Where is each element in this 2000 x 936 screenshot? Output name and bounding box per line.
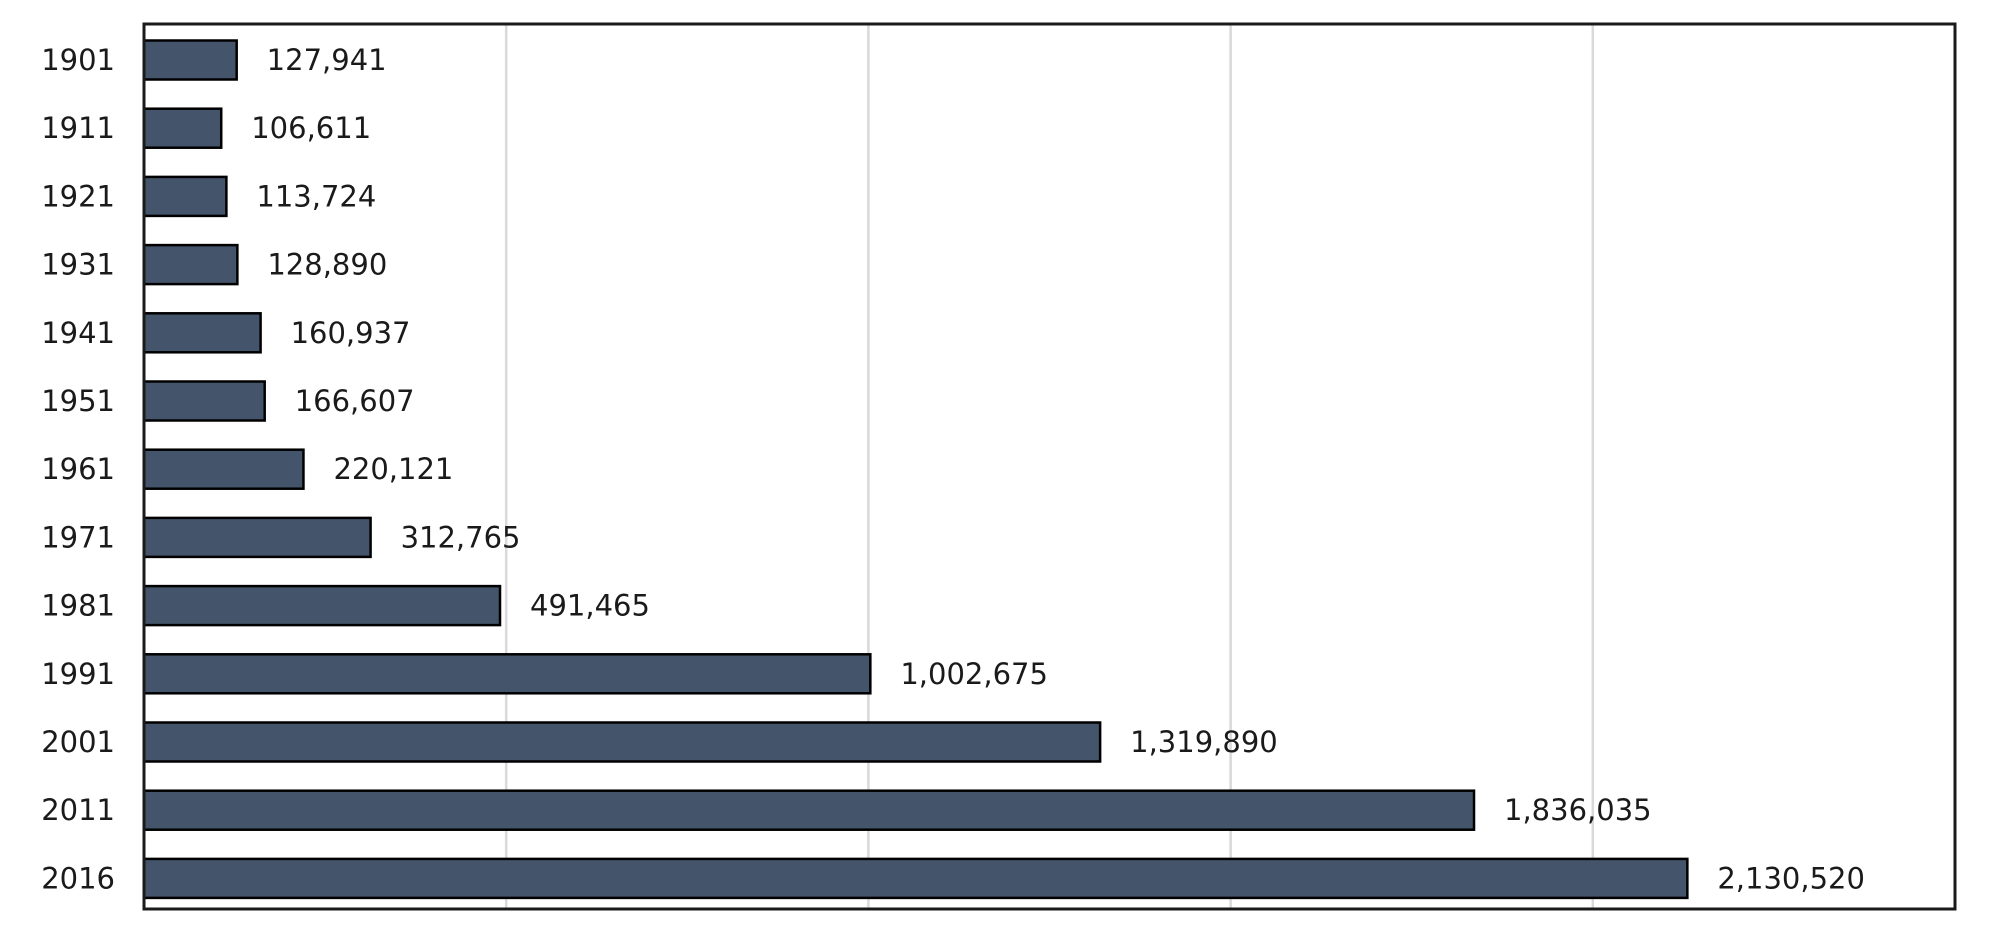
bar-1991 [142,653,872,695]
data-label-1981: 491,465 [530,589,650,623]
data-label-2001: 1,319,890 [1130,725,1278,759]
data-label-1971: 312,765 [401,520,521,554]
bars-layer [142,39,1689,900]
data-label-1921: 113,724 [256,179,376,213]
y-tick-label-1911: 1911 [41,111,115,145]
bar-1971 [142,516,372,559]
bar-1951 [142,380,266,422]
data-label-1941: 160,937 [291,316,411,350]
data-label-2016: 2,130,520 [1717,861,1865,895]
data-label-1931: 128,890 [267,248,387,282]
y-tick-label-1941: 1941 [41,316,115,350]
bar-1941 [142,312,262,354]
bar-1921 [142,175,228,218]
data-label-2011: 1,836,035 [1504,793,1652,827]
bar-2016 [142,857,1689,900]
y-tick-label-2016: 2016 [41,861,115,895]
y-tick-label-1951: 1951 [41,384,115,418]
y-tick-label-1901: 1901 [41,43,115,77]
bar-1901 [142,39,238,81]
bar-1911 [142,107,223,149]
labels-layer: 1901 127,941 1911 106,611 1921 113,724 1931 128… [41,43,1865,895]
data-label-1911: 106,611 [251,111,371,145]
y-tick-label-1981: 1981 [41,589,115,623]
grid-layer [504,24,1595,909]
bar-2001 [142,721,1102,763]
bar-2011 [142,789,1476,831]
y-tick-label-2001: 2001 [41,725,115,759]
data-label-1951: 166,607 [295,384,415,418]
y-tick-label-1961: 1961 [41,452,115,486]
data-label-1961: 220,121 [333,452,453,486]
y-tick-label-1931: 1931 [41,248,115,282]
bar-1931 [142,243,239,286]
bar-1981 [142,584,502,627]
y-tick-label-1991: 1991 [41,657,115,691]
data-label-1991: 1,002,675 [900,657,1048,691]
plot-frame [142,22,1957,911]
bar-1961 [142,448,305,490]
y-tick-label-1971: 1971 [41,520,115,554]
y-tick-label-2011: 2011 [41,793,115,827]
data-label-1901: 127,941 [267,43,387,77]
y-tick-label-1921: 1921 [41,179,115,213]
